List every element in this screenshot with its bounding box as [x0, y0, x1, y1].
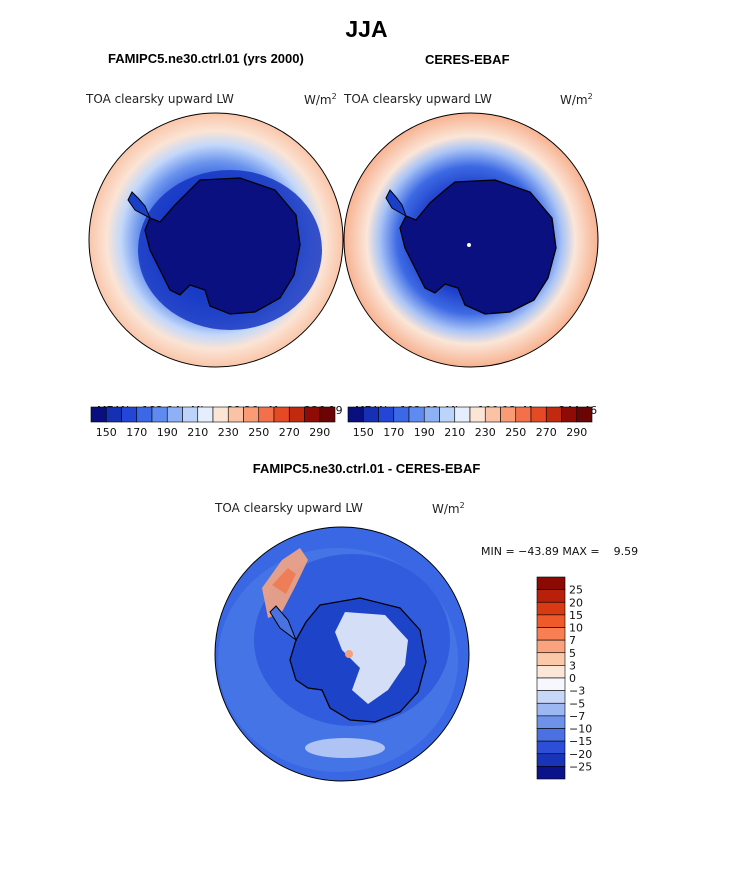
- units-label-model: W/m2: [304, 92, 337, 107]
- units-base: W/m: [304, 93, 332, 107]
- colorbar-tick-label: 270: [279, 426, 300, 439]
- colorbar-tick-label: 290: [309, 426, 330, 439]
- variable-label-obs: TOA clearsky upward LW: [344, 92, 492, 106]
- antarctic-peninsula: [269, 605, 298, 642]
- colorbar-tick-label: 20: [569, 596, 583, 609]
- antarctica-continent: [144, 177, 301, 315]
- colorbar-swatch: [536, 589, 566, 603]
- colorbar-swatch: [536, 677, 566, 691]
- pole-marker: [467, 243, 471, 247]
- difference-minmax: MIN = −43.89 MAX = 9.59: [481, 545, 639, 558]
- colorbar-swatch: [536, 740, 566, 755]
- colorbar-tick-label: −10: [569, 723, 592, 736]
- colorbar-tick-label: 190: [157, 426, 178, 439]
- colorbar-tick-label: 0: [569, 672, 576, 685]
- colorbar-swatch: [536, 652, 566, 666]
- colorbar-tick-label: 170: [383, 426, 404, 439]
- colorbar-tick-label: 230: [218, 426, 239, 439]
- colorbar-tick-label: 3: [569, 659, 576, 672]
- units-exp: 2: [459, 501, 465, 510]
- colorbar-tick-label: 5: [569, 647, 576, 660]
- units-label-obs: W/m2: [560, 92, 593, 107]
- colorbar-swatch: [576, 406, 593, 423]
- colorbar-tick-label: −15: [569, 735, 592, 748]
- units-exp: 2: [331, 92, 337, 101]
- colorbar-swatch: [319, 406, 336, 423]
- colorbar-tick-label: −25: [569, 760, 592, 773]
- colorbar-tick-label: 210: [187, 426, 208, 439]
- units-base: W/m: [560, 93, 588, 107]
- colorbar-tick-label: 190: [414, 426, 435, 439]
- colorbar-tick-label: −3: [569, 685, 585, 698]
- colorbar-tick-label: −7: [569, 710, 585, 723]
- units-label-diff: W/m2: [432, 501, 465, 516]
- colorbar-tick-label: 25: [569, 584, 583, 597]
- colorbar-tick-label: 250: [505, 426, 526, 439]
- units-exp: 2: [587, 92, 593, 101]
- colorbar-tick-label: 7: [569, 634, 576, 647]
- colorbar-tick-label: 230: [475, 426, 496, 439]
- colorbar-swatch: [536, 576, 566, 590]
- colorbar-tick-label: −5: [569, 697, 585, 710]
- colorbar-tick-label: 210: [444, 426, 465, 439]
- units-base: W/m: [432, 502, 460, 516]
- variable-label-diff: TOA clearsky upward LW: [215, 501, 363, 515]
- colorbar-swatch: [536, 690, 566, 704]
- antarctica-continent: [399, 179, 557, 315]
- colorbar-tick-label: 15: [569, 609, 583, 622]
- colorbar-swatch: [536, 614, 566, 628]
- colorbar-swatch: [536, 639, 566, 654]
- colorbar-tick-label: 290: [566, 426, 587, 439]
- colorbar-swatch: [536, 665, 566, 679]
- colorbar-tick-label: 150: [96, 426, 117, 439]
- panel-heading-obs: CERES-EBAF: [425, 52, 510, 67]
- variable-label-model: TOA clearsky upward LW: [86, 92, 234, 106]
- colorbar-swatch: [536, 715, 566, 729]
- colorbar-swatch: [536, 753, 566, 767]
- antarctic-peninsula: [127, 191, 151, 220]
- colorbar-swatch: [536, 728, 566, 742]
- colorbar-tick-label: 10: [569, 622, 583, 635]
- colorbar-swatch: [536, 601, 566, 616]
- antarctic-peninsula: [385, 189, 407, 218]
- colorbar-swatch: [536, 702, 566, 717]
- colorbar-tick-label: 270: [536, 426, 557, 439]
- colorbar-tick-label: 250: [248, 426, 269, 439]
- colorbar-tick-label: 150: [353, 426, 374, 439]
- colorbar-tick-label: 170: [126, 426, 147, 439]
- panel-heading-model: FAMIPC5.ne30.ctrl.01 (yrs 2000): [108, 51, 304, 66]
- colorbar-tick-label: −20: [569, 748, 592, 761]
- near-zero-region: [335, 612, 408, 704]
- difference-heading: FAMIPC5.ne30.ctrl.01 - CERES-EBAF: [252, 461, 481, 476]
- colorbar-swatch: [536, 766, 566, 780]
- colorbar-swatch: [536, 627, 566, 641]
- page-title: JJA: [345, 16, 388, 42]
